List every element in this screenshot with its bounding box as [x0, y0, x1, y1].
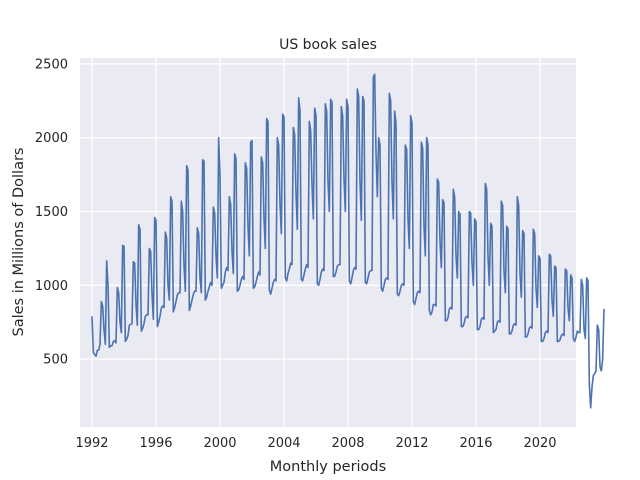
series-line: [91, 73, 605, 409]
series-layer: [91, 73, 605, 409]
x-tick-label: 2000: [203, 436, 236, 451]
y-tick-label: 500: [43, 353, 68, 368]
x-tick-label: 2016: [459, 436, 492, 451]
y-tick-label: 2500: [35, 57, 68, 72]
x-tick-label: 1992: [75, 436, 108, 451]
x-axis-label: Monthly periods: [270, 459, 386, 475]
x-tick-label: 2004: [267, 436, 300, 451]
y-tick-label: 1500: [35, 205, 68, 220]
y-tick-label: 2000: [35, 131, 68, 146]
chart-title: US book sales: [279, 37, 377, 53]
x-axis-ticks: 1992 1996 2000 2004 2008 2012 2016 2020: [75, 436, 556, 451]
y-tick-label: 1000: [35, 279, 68, 294]
y-axis-ticks: 500 1000 1500 2000 2500: [35, 57, 68, 367]
x-tick-label: 1996: [139, 436, 172, 451]
y-axis-label: Sales in Millions of Dollars: [11, 148, 27, 337]
plot-area: [80, 58, 576, 427]
x-tick-label: 2012: [395, 436, 428, 451]
x-tick-label: 2008: [331, 436, 364, 451]
x-tick-label: 2020: [523, 436, 556, 451]
